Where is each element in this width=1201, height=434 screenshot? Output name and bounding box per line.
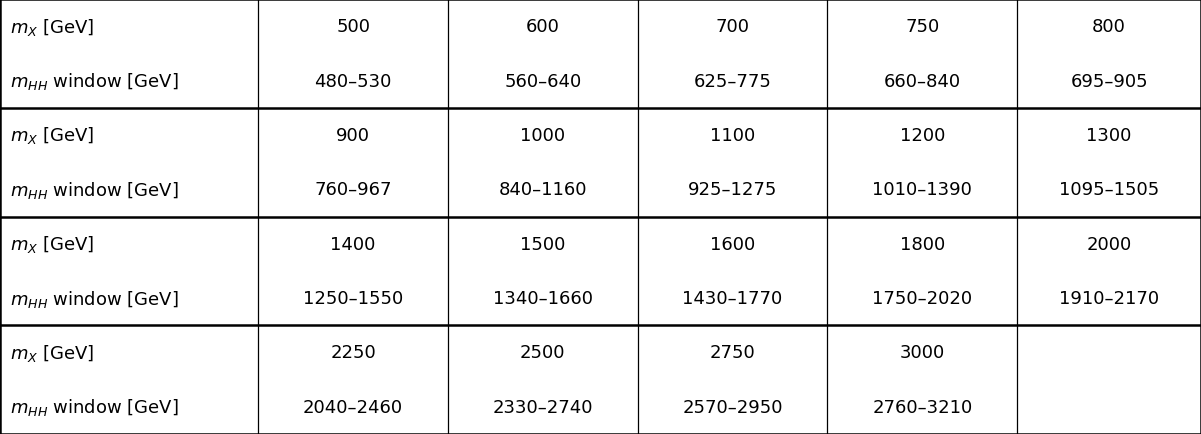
Text: 1000: 1000 <box>520 127 566 145</box>
Text: 2250: 2250 <box>330 344 376 362</box>
Text: $m_{HH}$ window [GeV]: $m_{HH}$ window [GeV] <box>10 288 178 309</box>
Text: 600: 600 <box>526 18 560 36</box>
Text: 2760–3210: 2760–3210 <box>872 398 973 416</box>
Text: 1600: 1600 <box>710 235 755 253</box>
Text: 2750: 2750 <box>710 344 755 362</box>
Text: 560–640: 560–640 <box>504 72 581 90</box>
Text: 700: 700 <box>716 18 749 36</box>
Text: 750: 750 <box>906 18 939 36</box>
Text: 1400: 1400 <box>330 235 376 253</box>
Text: 840–1160: 840–1160 <box>498 181 587 199</box>
Text: 925–1275: 925–1275 <box>688 181 777 199</box>
Text: 1500: 1500 <box>520 235 566 253</box>
Text: 1200: 1200 <box>900 127 945 145</box>
Text: $m_{HH}$ window [GeV]: $m_{HH}$ window [GeV] <box>10 71 178 92</box>
Text: 1800: 1800 <box>900 235 945 253</box>
Text: 1010–1390: 1010–1390 <box>872 181 973 199</box>
Text: 1100: 1100 <box>710 127 755 145</box>
Text: 1095–1505: 1095–1505 <box>1059 181 1159 199</box>
Text: $m_X$ [GeV]: $m_X$ [GeV] <box>10 233 94 255</box>
Text: 695–905: 695–905 <box>1070 72 1148 90</box>
Text: 800: 800 <box>1092 18 1127 36</box>
Text: $m_X$ [GeV]: $m_X$ [GeV] <box>10 16 94 38</box>
Text: 480–530: 480–530 <box>315 72 392 90</box>
Text: 660–840: 660–840 <box>884 72 961 90</box>
Text: 2000: 2000 <box>1087 235 1131 253</box>
Text: 2040–2460: 2040–2460 <box>303 398 404 416</box>
Text: $m_X$ [GeV]: $m_X$ [GeV] <box>10 342 94 363</box>
Text: 2330–2740: 2330–2740 <box>492 398 593 416</box>
Text: 1430–1770: 1430–1770 <box>682 289 783 307</box>
Text: 3000: 3000 <box>900 344 945 362</box>
Text: 2500: 2500 <box>520 344 566 362</box>
Text: $m_{HH}$ window [GeV]: $m_{HH}$ window [GeV] <box>10 396 178 418</box>
Text: 900: 900 <box>336 127 370 145</box>
Text: 625–775: 625–775 <box>694 72 771 90</box>
Text: 2570–2950: 2570–2950 <box>682 398 783 416</box>
Text: 1750–2020: 1750–2020 <box>872 289 973 307</box>
Text: 760–967: 760–967 <box>315 181 392 199</box>
Text: 1340–1660: 1340–1660 <box>492 289 593 307</box>
Text: 1250–1550: 1250–1550 <box>303 289 404 307</box>
Text: 1910–2170: 1910–2170 <box>1059 289 1159 307</box>
Text: 500: 500 <box>336 18 370 36</box>
Text: $m_{HH}$ window [GeV]: $m_{HH}$ window [GeV] <box>10 179 178 201</box>
Text: $m_X$ [GeV]: $m_X$ [GeV] <box>10 125 94 146</box>
Text: 1300: 1300 <box>1087 127 1131 145</box>
